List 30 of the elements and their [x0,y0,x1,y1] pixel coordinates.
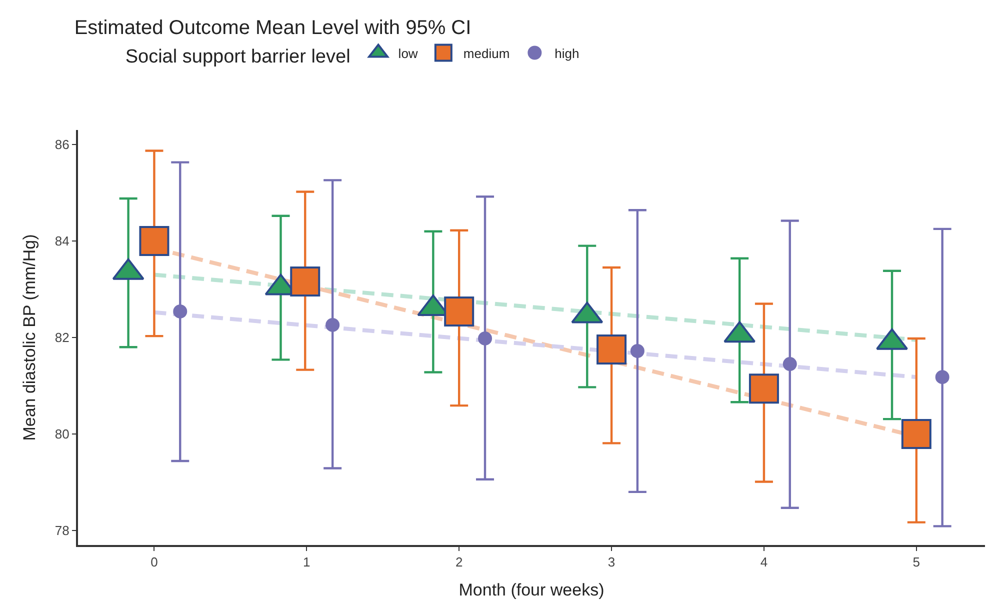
x-axis-title: Month (four weeks) [458,580,604,600]
y-tick-label: 82 [54,330,70,346]
point [935,370,950,384]
point [596,334,627,365]
x-tick-label: 2 [455,554,463,570]
point [139,226,170,256]
legend-label: high [554,46,580,61]
legend-label: low [398,46,418,61]
point [478,331,492,346]
x-tick-label: 5 [912,554,920,570]
point [290,266,320,297]
x-tick-label: 0 [150,554,158,570]
y-tick-label: 78 [54,523,70,538]
point [444,296,474,326]
x-tick-label: 4 [760,554,768,570]
x-tick-label: 1 [303,554,310,570]
legend-title: Social support barrier level [125,46,350,68]
point [748,374,779,404]
chart-title: Estimated Outcome Mean Level with 95% CI [74,17,472,40]
point [630,344,644,358]
y-axis-title: Mean diastolic BP (mm/Hg) [20,234,39,441]
legend-label: medium [463,46,510,61]
y-tick-label: 84 [54,234,70,249]
point [901,419,932,450]
point [173,304,188,318]
point [782,357,797,372]
y-tick-label: 80 [54,426,70,442]
y-tick-label: 86 [54,137,70,152]
point [326,318,340,332]
x-tick-label: 3 [608,554,616,570]
